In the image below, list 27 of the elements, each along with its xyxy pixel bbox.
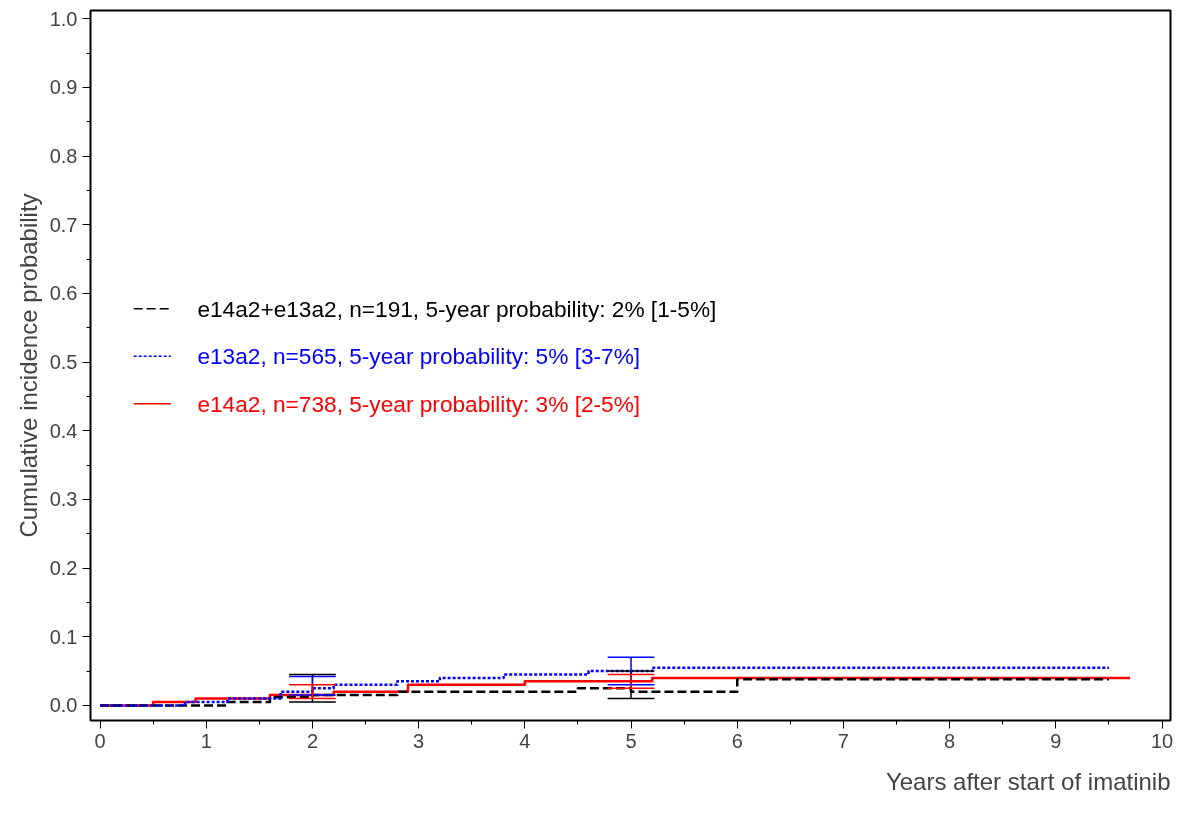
y-tick-label: 0.8 [49,145,78,168]
y-tick-label: 0.9 [49,76,78,99]
x-tick-label: 8 [944,729,956,752]
y-tick-label: 0.3 [49,488,78,511]
y-tick-label: 0.1 [49,625,78,648]
x-tick-label: 0 [94,729,106,752]
x-tick-label: 2 [306,729,319,752]
x-tick-label: 9 [1050,729,1062,752]
x-tick-label: 10 [1150,729,1174,752]
x-tick-label: 3 [413,729,425,752]
y-tick-label: 0.0 [49,694,78,717]
x-tick-label: 7 [837,729,849,752]
x-tick-label: 1 [200,729,212,752]
x-tick-label: 6 [731,729,743,752]
legend-label: e13a2, n=565, 5-year probability: 5% [3-7%] [197,343,641,370]
legend-label: e14a2+e13a2, n=191, 5-year probability: 2% [1-5%] [197,295,717,322]
y-tick-label: 0.2 [49,557,78,580]
y-axis-title: Cumulative incidence probability [14,193,42,538]
y-tick-label: 0.6 [49,282,78,305]
x-axis-title: Years after start of imatinib [885,767,1171,795]
x-tick-label: 5 [625,729,637,752]
y-tick-label: 1.0 [49,7,78,30]
x-tick-label: 4 [519,729,531,752]
y-tick-label: 0.4 [49,419,78,442]
y-tick-label: 0.7 [49,213,78,236]
y-tick-label: 0.5 [49,351,78,374]
legend-label: e14a2, n=738, 5-year probability: 3% [2-5%] [197,390,641,417]
